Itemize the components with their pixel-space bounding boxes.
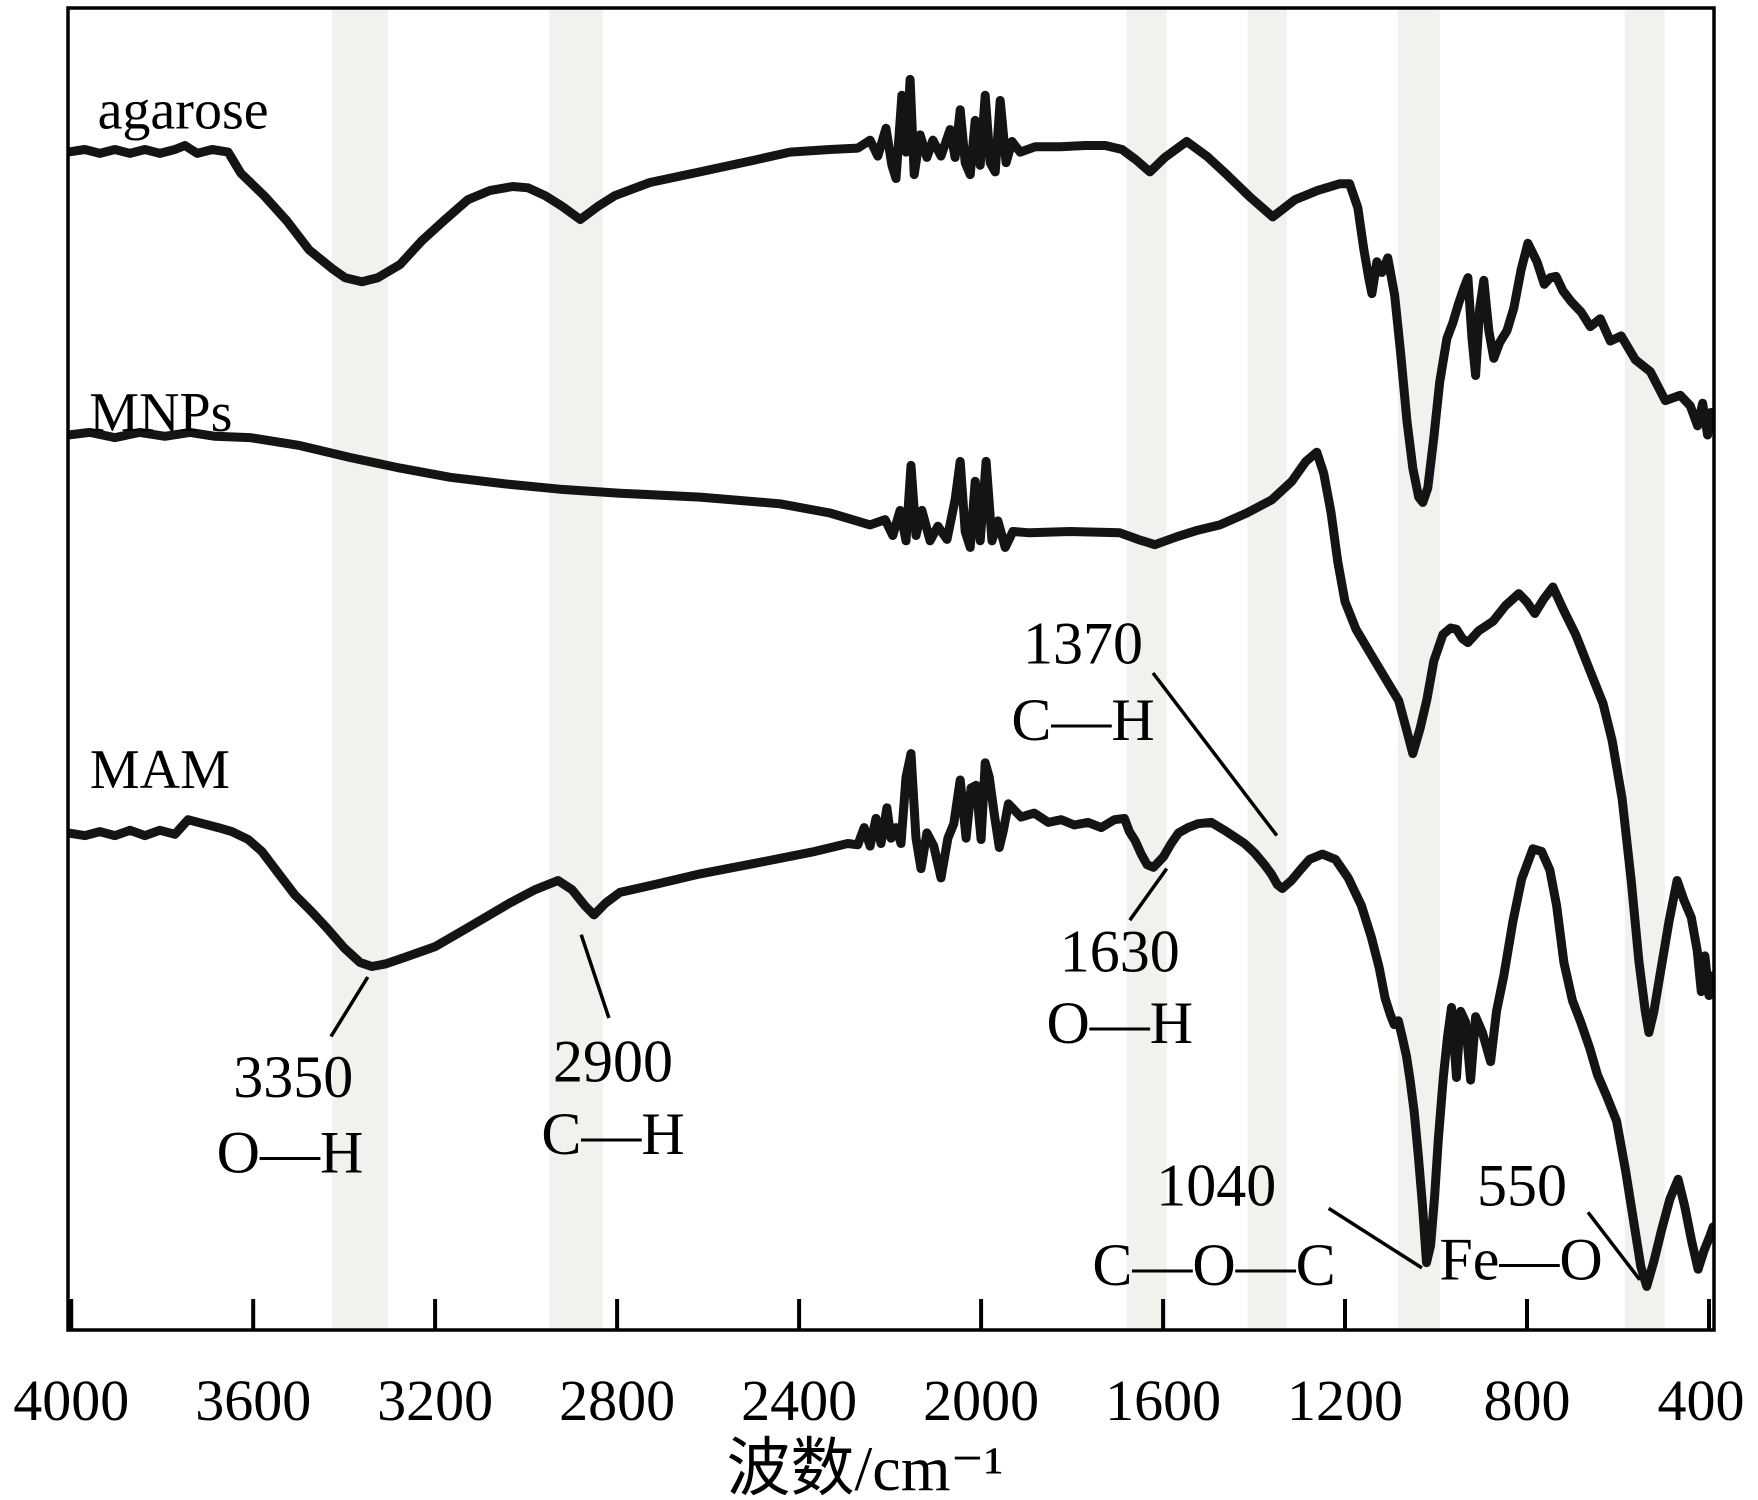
x-tick-label-3200: 3200 bbox=[377, 1368, 493, 1433]
annotation-value-1370: 1370 bbox=[1023, 611, 1143, 677]
annotation-leader-1630 bbox=[1128, 867, 1169, 922]
x-tick-label-2000: 2000 bbox=[923, 1368, 1039, 1433]
highlight-bands-layer bbox=[331, 10, 1665, 1328]
annotation-bond-2900: C—H bbox=[541, 1101, 684, 1167]
annotation-leader-1040 bbox=[1327, 1206, 1423, 1270]
annotation-value-2900: 2900 bbox=[553, 1028, 673, 1094]
annotation-value-3350: 3350 bbox=[233, 1044, 353, 1110]
annotation-value-1630: 1630 bbox=[1060, 919, 1180, 985]
x-tick-label-2800: 2800 bbox=[559, 1368, 675, 1433]
plot-border bbox=[66, 6, 1716, 1332]
curve-label-agarose: agarose bbox=[98, 80, 269, 142]
spectra-curves-layer bbox=[68, 74, 1714, 1291]
highlight-band-585-497 bbox=[1624, 10, 1665, 1328]
highlight-band-1414-1328 bbox=[1247, 10, 1287, 1328]
x-tick-label-400: 400 bbox=[1658, 1368, 1745, 1433]
annotation-value-1040: 1040 bbox=[1156, 1153, 1276, 1219]
annotation-leader-2900 bbox=[579, 934, 611, 1019]
x-axis-ticks-layer bbox=[69, 1299, 1711, 1329]
x-tick-label-1600: 1600 bbox=[1105, 1368, 1221, 1433]
x-axis-title: 波数/cm⁻¹ bbox=[727, 1433, 1004, 1500]
annotation-bond-1370: C—H bbox=[1011, 687, 1154, 753]
annotation-bond-1040: C—O—C bbox=[1092, 1232, 1335, 1298]
x-tick-label-1200: 1200 bbox=[1287, 1368, 1403, 1433]
highlight-band-3427-3304 bbox=[331, 10, 388, 1328]
x-axis-tick-labels-layer: 4000 3600 3200 2800 2400 2000 1600 1200 800 400 bbox=[13, 1368, 1744, 1433]
x-tick-label-800: 800 bbox=[1484, 1368, 1571, 1433]
x-tick-label-3600: 3600 bbox=[195, 1368, 311, 1433]
annotation-leader-550 bbox=[1586, 1211, 1642, 1281]
x-tick-label-2400: 2400 bbox=[741, 1368, 857, 1433]
spectrum-curve-agarose bbox=[68, 74, 1714, 507]
annotation-value-550: 550 bbox=[1477, 1153, 1567, 1219]
annotation-bond-1630: O—H bbox=[1046, 990, 1193, 1056]
curve-label-MAM: MAM bbox=[90, 739, 230, 801]
x-tick-label-4000: 4000 bbox=[13, 1368, 129, 1433]
annotation-leader-1370 bbox=[1151, 671, 1279, 837]
highlight-band-1680-1592 bbox=[1126, 10, 1167, 1328]
highlight-band-2950-2831 bbox=[548, 10, 603, 1328]
curve-label-MNPs: MNPs bbox=[89, 382, 232, 444]
peak-annotations-layer: 3350O—H2900C—H1630O—H1370C—H1040C—O—C550… bbox=[217, 611, 1642, 1298]
spectrum-curve-MAM bbox=[68, 749, 1714, 1291]
annotation-bond-550: Fe—O bbox=[1439, 1227, 1602, 1293]
curve-labels-layer: agarose MNPs MAM bbox=[89, 80, 268, 802]
spectrum-curve-MNPs bbox=[68, 427, 1714, 1037]
annotation-leader-3350 bbox=[329, 976, 370, 1038]
annotation-bond-3350: O—H bbox=[217, 1120, 364, 1186]
